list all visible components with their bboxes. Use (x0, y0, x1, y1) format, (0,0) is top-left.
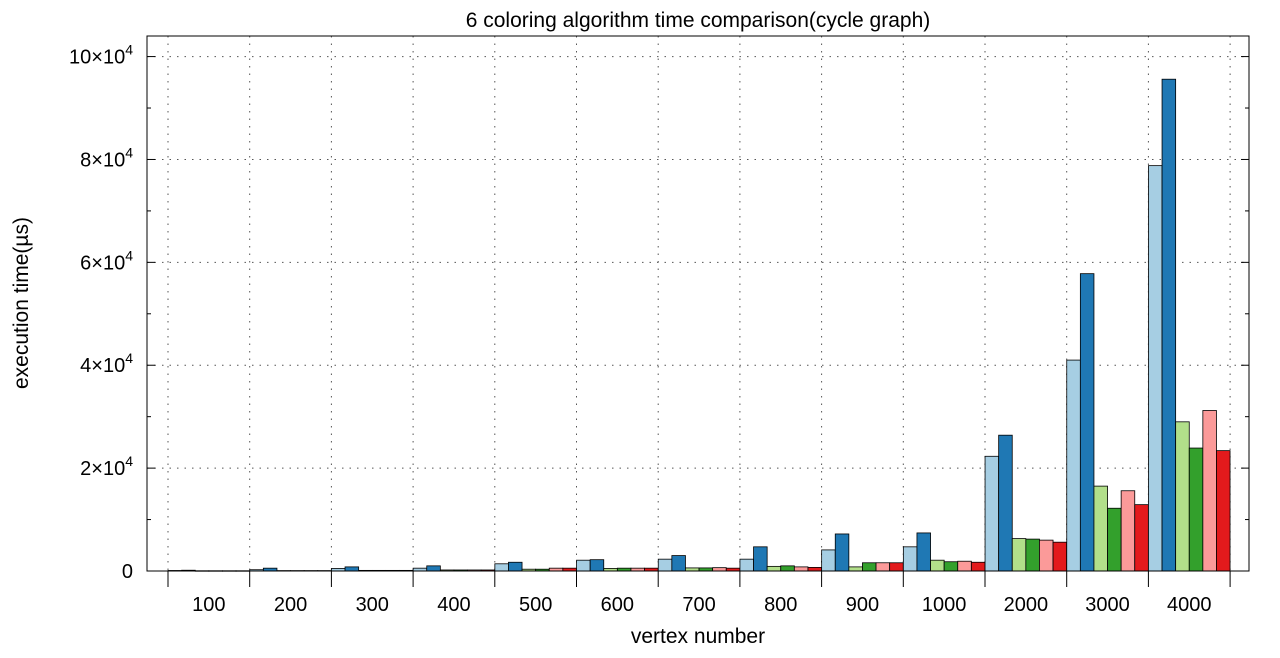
bar-s3-2000 (1011, 538, 1027, 572)
y-tick-label: 0 (122, 561, 133, 583)
y-tick-labels: 0 2×104 4×104 6×104 8×104 10×104 (69, 42, 133, 583)
chart-title: 6 coloring algorithm time comparison(cyc… (466, 9, 931, 32)
x-tick-label: 400 (437, 594, 470, 616)
x-tick-label: 1000 (922, 594, 967, 616)
bar-s5-800 (793, 566, 809, 572)
x-tick-label: 3000 (1085, 594, 1130, 616)
bar-s6-3000 (1134, 504, 1149, 572)
x-tick-label: 800 (764, 594, 797, 616)
x-tick-label: 100 (192, 594, 225, 616)
bar-s5-2000 (1039, 539, 1054, 572)
bar-s1-1000 (902, 546, 918, 572)
bar-s2-700 (671, 555, 686, 572)
bar-s6-2000 (1052, 541, 1068, 572)
bar-s2-4000 (1161, 78, 1177, 572)
bars (167, 78, 1231, 572)
bar-s6-4000 (1216, 450, 1231, 572)
bar-s1-700 (657, 558, 673, 572)
bar-s3-900 (848, 566, 863, 572)
bar-s1-4000 (1148, 165, 1163, 572)
x-tick-label: 900 (846, 594, 879, 616)
bar-s2-800 (753, 546, 768, 572)
x-axis-label: vertex number (631, 625, 765, 648)
bar-s2-500 (508, 561, 523, 572)
bar-s5-900 (875, 562, 891, 572)
bar-s4-1000 (943, 561, 959, 572)
bar-s2-1000 (916, 532, 931, 572)
y-tick-label: 10×104 (69, 42, 133, 69)
bar-s2-3000 (1079, 273, 1095, 572)
x-tick-label: 4000 (1167, 594, 1212, 616)
bar-s1-3000 (1066, 359, 1081, 572)
y-tick-label: 2×104 (80, 453, 133, 480)
y-axis-label: execution time(µs) (10, 217, 33, 389)
bar-s4-2000 (1025, 538, 1040, 572)
plot-frame (146, 35, 1250, 572)
bar-s6-1000 (970, 561, 986, 572)
x-tick-label: 500 (519, 594, 552, 616)
x-tick-labels: 100 200 300 400 500 600 700 800 900 1000 2000 3000 4… (192, 594, 1211, 616)
x-tick-label: 2000 (1004, 594, 1049, 616)
bar-s4-900 (862, 562, 877, 572)
y-tick-label: 4×104 (80, 350, 133, 377)
x-tick-label: 300 (356, 594, 389, 616)
bar-s6-900 (889, 562, 904, 572)
bar-s3-3000 (1093, 485, 1108, 572)
bar-s2-300 (344, 566, 360, 572)
bar-s3-1000 (930, 559, 945, 572)
bar-s4-4000 (1188, 447, 1204, 572)
y-tick-label: 6×104 (80, 247, 133, 274)
bar-s2-600 (589, 559, 605, 572)
bar-s1-500 (494, 563, 509, 572)
bar-s1-900 (821, 549, 836, 572)
bar-s1-2000 (984, 455, 1000, 572)
ticks (147, 56, 1249, 587)
bar-s5-3000 (1120, 490, 1136, 572)
bar-s1-600 (576, 559, 591, 572)
bar-s3-800 (766, 565, 782, 572)
bar-s3-4000 (1175, 421, 1190, 572)
bar-s5-4000 (1202, 410, 1217, 572)
x-tick-label: 700 (682, 594, 715, 616)
bar-s1-800 (739, 558, 754, 572)
y-tick-label: 8×104 (80, 144, 133, 171)
x-tick-label: 600 (601, 594, 634, 616)
bar-s2-400 (426, 565, 441, 572)
bar-s5-1000 (957, 560, 972, 572)
bar-s4-800 (780, 565, 795, 572)
x-tick-label: 200 (274, 594, 307, 616)
bar-s6-800 (807, 566, 822, 572)
bar-s2-900 (834, 533, 850, 572)
bar-s4-3000 (1107, 507, 1122, 572)
bar-s2-2000 (998, 434, 1013, 572)
bar-s5-700 (712, 567, 727, 572)
